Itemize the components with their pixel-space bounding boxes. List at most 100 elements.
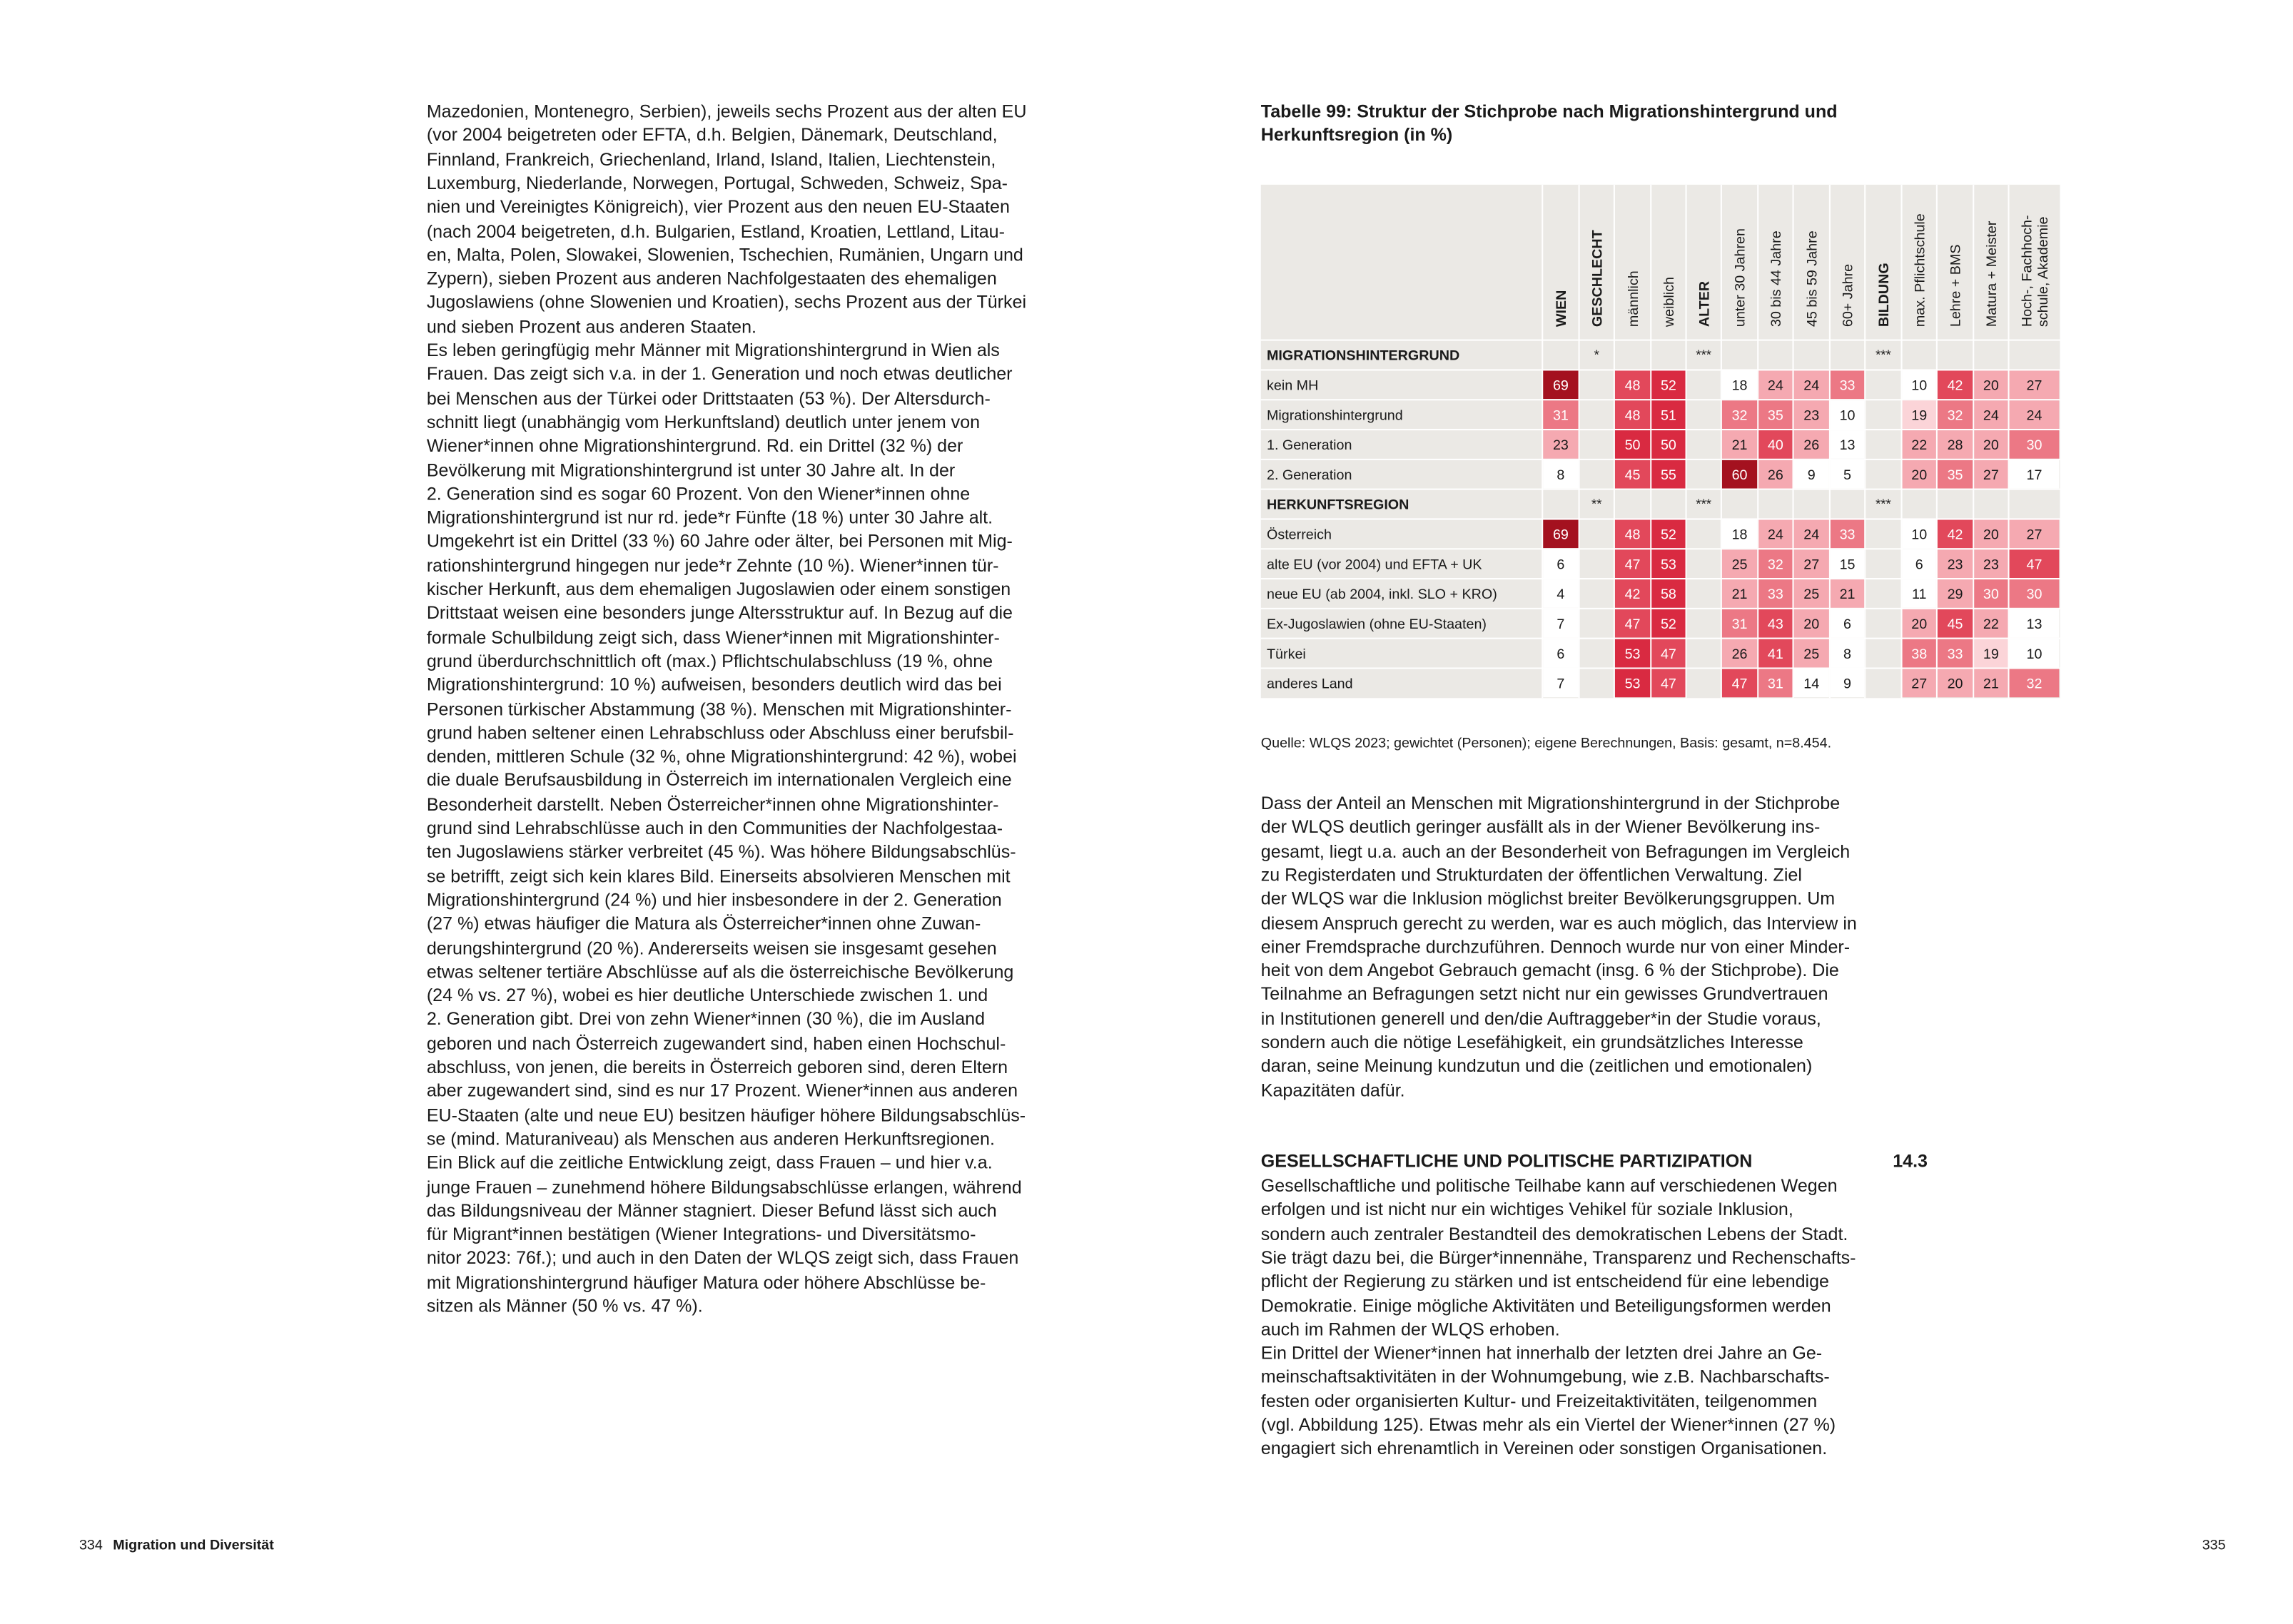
cell (1758, 639, 1793, 668)
cell-value: 19 (1911, 407, 1927, 423)
cell (2009, 519, 2060, 549)
cell-value: 6 (1915, 557, 1923, 572)
column-header: max. Pflichtschule (1912, 213, 1928, 327)
text-line: in Institutionen generell und den/die Au… (1260, 1008, 1821, 1029)
cell (1937, 400, 1973, 430)
cell (1902, 400, 1936, 430)
cell-value: 31 (1732, 616, 1748, 632)
cell (1830, 669, 1865, 698)
cell-value: 19 (1983, 646, 1999, 662)
cell (1793, 669, 1829, 698)
cell (1902, 370, 1936, 400)
cell-value: 27 (2027, 527, 2043, 543)
text-line: erfolgen und ist nicht nur ein wichtiges… (1260, 1199, 1793, 1220)
cell-value: 30 (1983, 587, 1999, 602)
table-title: Tabelle 99: Struktur der Stichprobe nach… (1260, 101, 1838, 122)
cell (2009, 549, 2060, 579)
cell (1974, 460, 2008, 489)
cell (1830, 430, 1865, 459)
cell-value: 6 (1556, 646, 1564, 662)
cell (1793, 549, 1829, 579)
text-line: auch im Rahmen der WLQS erhoben. (1260, 1319, 1560, 1340)
text-line: Migrationshintergrund: 10 %) aufweisen, … (426, 674, 1002, 696)
text-line: Teilnahme an Befragungen setzt nicht nur… (1260, 984, 1828, 1005)
page-number: 335 (2202, 1538, 2226, 1554)
cell-value: 18 (1732, 527, 1748, 543)
cell (1793, 519, 1829, 549)
cell-value: 18 (1732, 378, 1748, 394)
cell-value: 24 (1768, 378, 1783, 394)
cell (1758, 460, 1793, 489)
cell-value: 10 (1911, 527, 1927, 543)
text-line: grund überdurchschnittlich oft (max.) Pf… (426, 650, 993, 671)
text-line: der WLQS deutlich geringer ausfällt als … (1260, 816, 1821, 838)
cell (1543, 370, 1579, 400)
row-label: kein MH (1267, 378, 1318, 394)
text-line: Kapazitäten dafür. (1260, 1080, 1405, 1101)
column-header: 45 bis 59 Jahre (1804, 230, 1820, 327)
text-line: Jugoslawiens (ohne Slowenien und Kroatie… (426, 292, 1027, 313)
text-line: Sie trägt dazu bei, die Bürger*innennähe… (1260, 1247, 1856, 1268)
text-line: die duale Berufsausbildung in Österreich… (426, 770, 1012, 791)
text-line: das Bildungsniveau der Männer stagniert.… (426, 1200, 997, 1221)
text-line: (27 %) etwas häufiger die Matura als Öst… (426, 913, 981, 935)
text-line: (24 % vs. 27 %), wobei es hier deutliche… (426, 985, 988, 1006)
significance: ** (1591, 497, 1601, 512)
cell (1902, 460, 1936, 489)
cell-value: 8 (1556, 467, 1564, 483)
cell-value: 20 (1983, 437, 1999, 453)
cell (1651, 669, 1686, 698)
cell-value: 7 (1556, 616, 1564, 632)
column-header: ALTER (1696, 281, 1712, 327)
text-line: junge Frauen – zunehmend höhere Bildungs… (426, 1176, 1022, 1197)
cell (1830, 519, 1865, 549)
cell-value: 48 (1625, 378, 1641, 394)
cell (2009, 579, 2060, 608)
cell (1830, 549, 1865, 579)
cell (1614, 579, 1651, 608)
cell-value: 30 (2027, 587, 2043, 602)
cell (1758, 370, 1793, 400)
text-line: Dass der Anteil an Menschen mit Migratio… (1260, 793, 1841, 814)
cell (1758, 579, 1793, 608)
column-header: 60+ Jahre (1841, 264, 1856, 327)
cell (1974, 400, 2008, 430)
cell (1721, 579, 1758, 608)
cell-value: 45 (1948, 616, 1963, 632)
text-line: Gesellschaftliche und politische Teilhab… (1260, 1175, 1838, 1197)
page-number: 334 (79, 1538, 103, 1554)
cell-value: 21 (1732, 437, 1748, 453)
row-label: 1. Generation (1267, 437, 1352, 453)
text-line: Bevölkerung mit Migrationshintergrund is… (426, 460, 956, 480)
text-line: grund sind Lehrabschlüsse auch in den Co… (426, 818, 1003, 839)
cell (1721, 669, 1758, 698)
cell-value: 13 (2027, 616, 2043, 632)
text-line: Finnland, Frankreich, Griechenland, Irla… (426, 148, 996, 170)
significance: *** (1696, 347, 1711, 362)
text-line: schnitt liegt (unabhängig vom Herkunftsl… (426, 412, 981, 432)
text-line: daran, seine Meinung kundzutun und die (… (1260, 1055, 1813, 1077)
cell (1614, 549, 1651, 579)
cell-value: 24 (1803, 527, 1819, 543)
cell-value: 47 (1661, 676, 1676, 692)
cell (1937, 639, 1973, 668)
cell (1793, 370, 1829, 400)
cell (1974, 609, 2008, 638)
cell (1830, 579, 1865, 608)
cell (1974, 519, 2008, 549)
cell (1651, 519, 1686, 549)
cell (2009, 400, 2060, 430)
cell-value: 21 (1840, 587, 1856, 602)
significance: * (1594, 347, 1599, 362)
cell-value: 47 (1732, 676, 1748, 692)
cell-value: 26 (1803, 437, 1819, 453)
cell-value: 10 (2027, 646, 2043, 662)
cell-value: 6 (1556, 557, 1564, 572)
text-line: engagiert sich ehrenamtlich in Vereinen … (1260, 1438, 1828, 1459)
cell-value: 22 (1911, 437, 1927, 453)
cell (1614, 669, 1651, 698)
row-label: 2. Generation (1267, 467, 1352, 483)
cell-value: 33 (1948, 646, 1963, 662)
